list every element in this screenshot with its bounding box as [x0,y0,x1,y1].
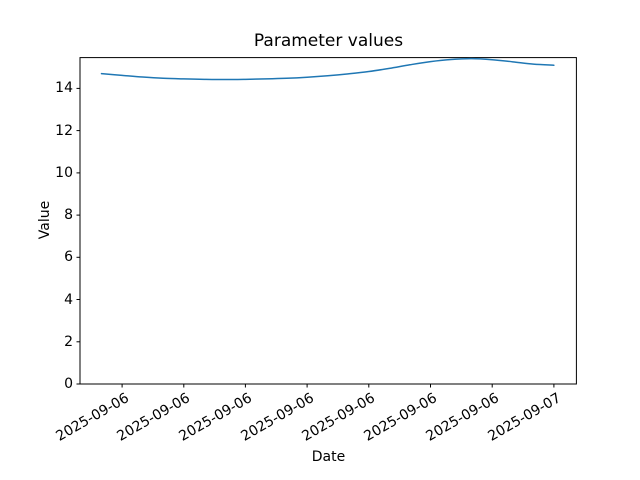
y-tick-label: 2 [64,333,73,350]
y-tick-label: 10 [55,164,73,181]
y-tick-label: 8 [64,207,73,224]
y-tick-label: 6 [64,249,73,266]
x-axis-label: Date [311,449,346,465]
y-tick-label: 0 [64,376,73,392]
chart-title: Parameter values [253,31,404,51]
y-tick-label: 4 [64,291,73,308]
y-tick-label: 12 [55,122,73,139]
y-tick-label: 14 [55,80,73,97]
data-line [100,57,555,81]
axes-spines [79,57,577,385]
